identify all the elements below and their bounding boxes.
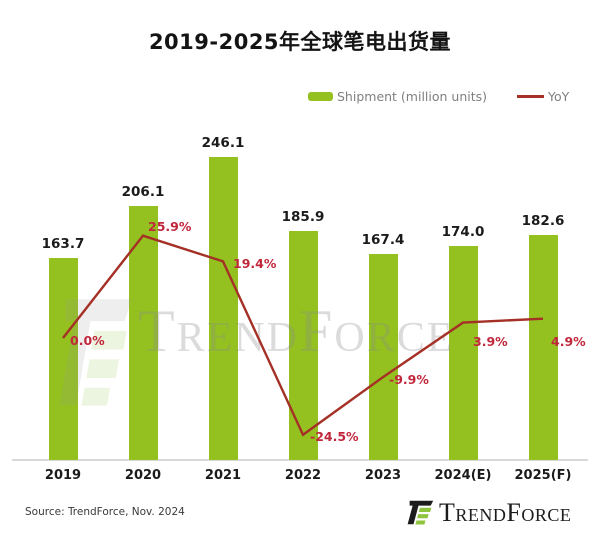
legend-yoy-label: YoY [548,89,570,104]
chart-title: 2019-2025年全球笔电出货量 [148,30,452,54]
trendforce-watermark-logo-icon [55,287,137,421]
trendforce-logo-icon [406,498,435,527]
yoy-label-2023: -9.9% [389,372,429,388]
yoy-label-2025(F): 4.9% [551,333,586,349]
legend-shipment-label: Shipment (million units) [337,89,488,104]
x-axis-label-2023: 2023 [364,468,402,483]
bar-value-2020: 206.1 [121,183,165,200]
legend: Shipment (million units) YoY [308,89,569,104]
x-axis-line [12,459,588,461]
bar-2019 [48,258,78,460]
bar-2024(E) [448,245,478,460]
yoy-label-2022: -24.5% [310,428,359,444]
x-axis-label-2022: 2022 [284,468,322,483]
x-axis-label-2020: 2020 [124,468,162,483]
legend-yoy-line-swatch [517,95,545,98]
yoy-polyline [62,234,544,437]
yoy-label-2019: 0.0% [70,333,105,348]
trendforce-logo: TrendForce [406,498,571,527]
source-note: Source: TrendForce, Nov. 2024 [25,506,185,518]
legend-shipment-swatch [308,92,333,101]
yoy-label-2024(E): 3.9% [473,333,508,349]
x-axis-label-2024(E): 2024(E) [434,468,492,483]
x-axis-label-2025(F): 2025(F) [514,468,572,483]
bar-value-2021: 246.1 [201,134,245,151]
bar-2021 [208,156,238,460]
bar-value-2022: 185.9 [281,208,325,225]
bar-2025(F) [528,234,558,460]
bar-value-2024(E): 174.0 [441,223,485,240]
trendforce-watermark-text: TrendForce [138,298,455,364]
bar-value-2019: 163.7 [41,236,85,253]
bar-value-2025(F): 182.6 [521,212,565,229]
x-axis-label-2021: 2021 [204,468,242,483]
bar-value-2023: 167.4 [361,231,405,248]
yoy-label-2021: 19.4% [233,256,277,272]
bar-2022 [288,230,318,460]
yoy-label-2020: 25.9% [148,218,192,234]
x-axis-label-2019: 2019 [44,468,82,483]
bar-2023 [368,253,398,460]
trendforce-logo-text: TrendForce [439,497,572,527]
